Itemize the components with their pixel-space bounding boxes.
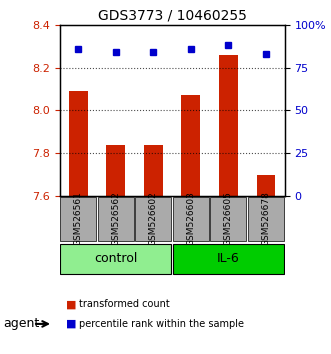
- Text: agent: agent: [3, 318, 40, 330]
- Text: GSM526562: GSM526562: [111, 192, 120, 246]
- FancyBboxPatch shape: [98, 196, 134, 241]
- Text: GSM526603: GSM526603: [186, 192, 195, 246]
- Text: percentile rank within the sample: percentile rank within the sample: [79, 319, 244, 329]
- Text: GSM526602: GSM526602: [149, 192, 158, 246]
- Text: control: control: [94, 252, 138, 266]
- Text: transformed count: transformed count: [79, 299, 170, 309]
- Bar: [219, 55, 238, 196]
- Bar: [257, 175, 275, 196]
- Text: IL-6: IL-6: [217, 252, 240, 266]
- Text: ■: ■: [66, 299, 77, 309]
- Bar: [181, 96, 200, 196]
- FancyBboxPatch shape: [60, 244, 171, 274]
- Title: GDS3773 / 10460255: GDS3773 / 10460255: [98, 8, 247, 22]
- FancyBboxPatch shape: [135, 196, 171, 241]
- Text: ■: ■: [66, 319, 77, 329]
- FancyBboxPatch shape: [60, 196, 96, 241]
- Bar: [69, 91, 88, 196]
- FancyBboxPatch shape: [211, 196, 246, 241]
- Text: GSM526561: GSM526561: [74, 192, 83, 246]
- Bar: [107, 145, 125, 196]
- Text: GSM526678: GSM526678: [261, 192, 270, 246]
- FancyBboxPatch shape: [248, 196, 284, 241]
- Text: GSM526605: GSM526605: [224, 192, 233, 246]
- Bar: [144, 145, 163, 196]
- FancyBboxPatch shape: [173, 196, 209, 241]
- FancyBboxPatch shape: [173, 244, 284, 274]
